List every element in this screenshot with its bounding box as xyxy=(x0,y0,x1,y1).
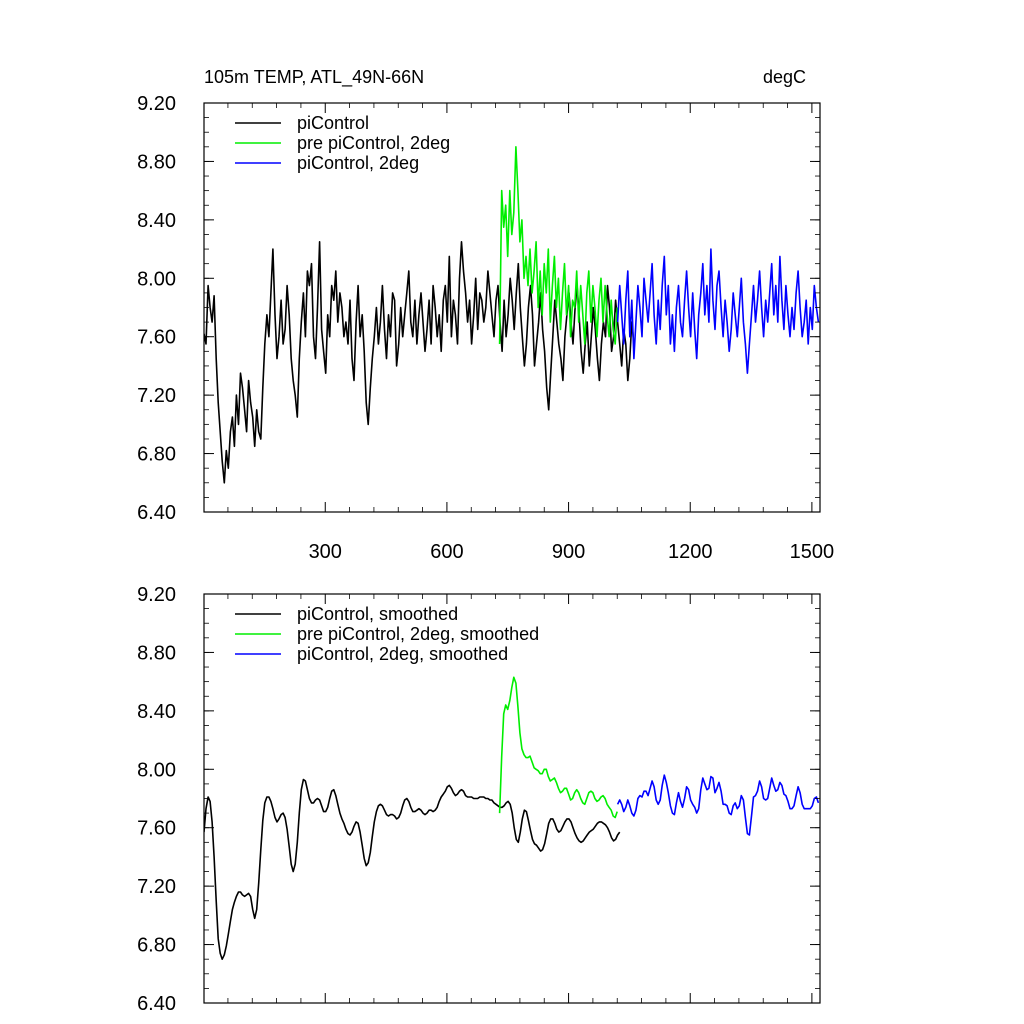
y-tick-label: 8.40 xyxy=(137,701,176,723)
x-tick-label: 900 xyxy=(552,541,585,563)
y-tick-label: 6.40 xyxy=(137,993,176,1015)
series-line-0 xyxy=(204,241,635,484)
series-line-2 xyxy=(616,774,820,836)
y-tick-label: 9.20 xyxy=(137,93,176,115)
legend-label-0: piControl xyxy=(297,113,369,133)
legend-label-0: piControl, smoothed xyxy=(297,604,458,624)
y-tick-label: 7.60 xyxy=(137,818,176,840)
y-tick-label: 7.60 xyxy=(137,327,176,349)
series-line-1 xyxy=(498,146,618,345)
legend-label-2: piControl, 2deg xyxy=(297,153,419,173)
units-label: degC xyxy=(763,67,806,87)
x-tick-label: 1500 xyxy=(790,541,835,563)
x-tick-label: 1200 xyxy=(668,541,713,563)
series-line-0 xyxy=(204,778,621,961)
x-tick-label: 600 xyxy=(430,541,463,563)
y-tick-label: 8.00 xyxy=(137,759,176,781)
bottom-panel: 6.40 6.80 7.20 7.60 8.00 8.40 8.80 9.20 piContro… xyxy=(137,584,821,1015)
y-tick-label: 8.40 xyxy=(137,210,176,232)
legend-label-1: pre piControl, 2deg, smoothed xyxy=(297,624,539,644)
y-tick-label: 6.80 xyxy=(137,935,176,957)
y-tick-label: 7.20 xyxy=(137,385,176,407)
y-tick-label: 8.00 xyxy=(137,268,176,290)
top-panel: 6.40 6.80 7.20 7.60 8.00 8.40 8.80 9.20 300 600 90… xyxy=(137,93,834,563)
y-tick-label: 6.80 xyxy=(137,444,176,466)
y-tick-label: 6.40 xyxy=(137,502,176,524)
legend-label-2: piControl, 2deg, smoothed xyxy=(297,644,508,664)
legend-label-1: pre piControl, 2deg xyxy=(297,133,450,153)
series-line-2 xyxy=(616,248,820,375)
chart-title: 105m TEMP, ATL_49N-66N xyxy=(204,67,424,88)
y-tick-label: 7.20 xyxy=(137,876,176,898)
y-tick-label: 9.20 xyxy=(137,584,176,606)
x-tick-label: 300 xyxy=(309,541,342,563)
y-tick-label: 8.80 xyxy=(137,642,176,664)
series-line-1 xyxy=(498,676,618,819)
y-tick-label: 8.80 xyxy=(137,151,176,173)
